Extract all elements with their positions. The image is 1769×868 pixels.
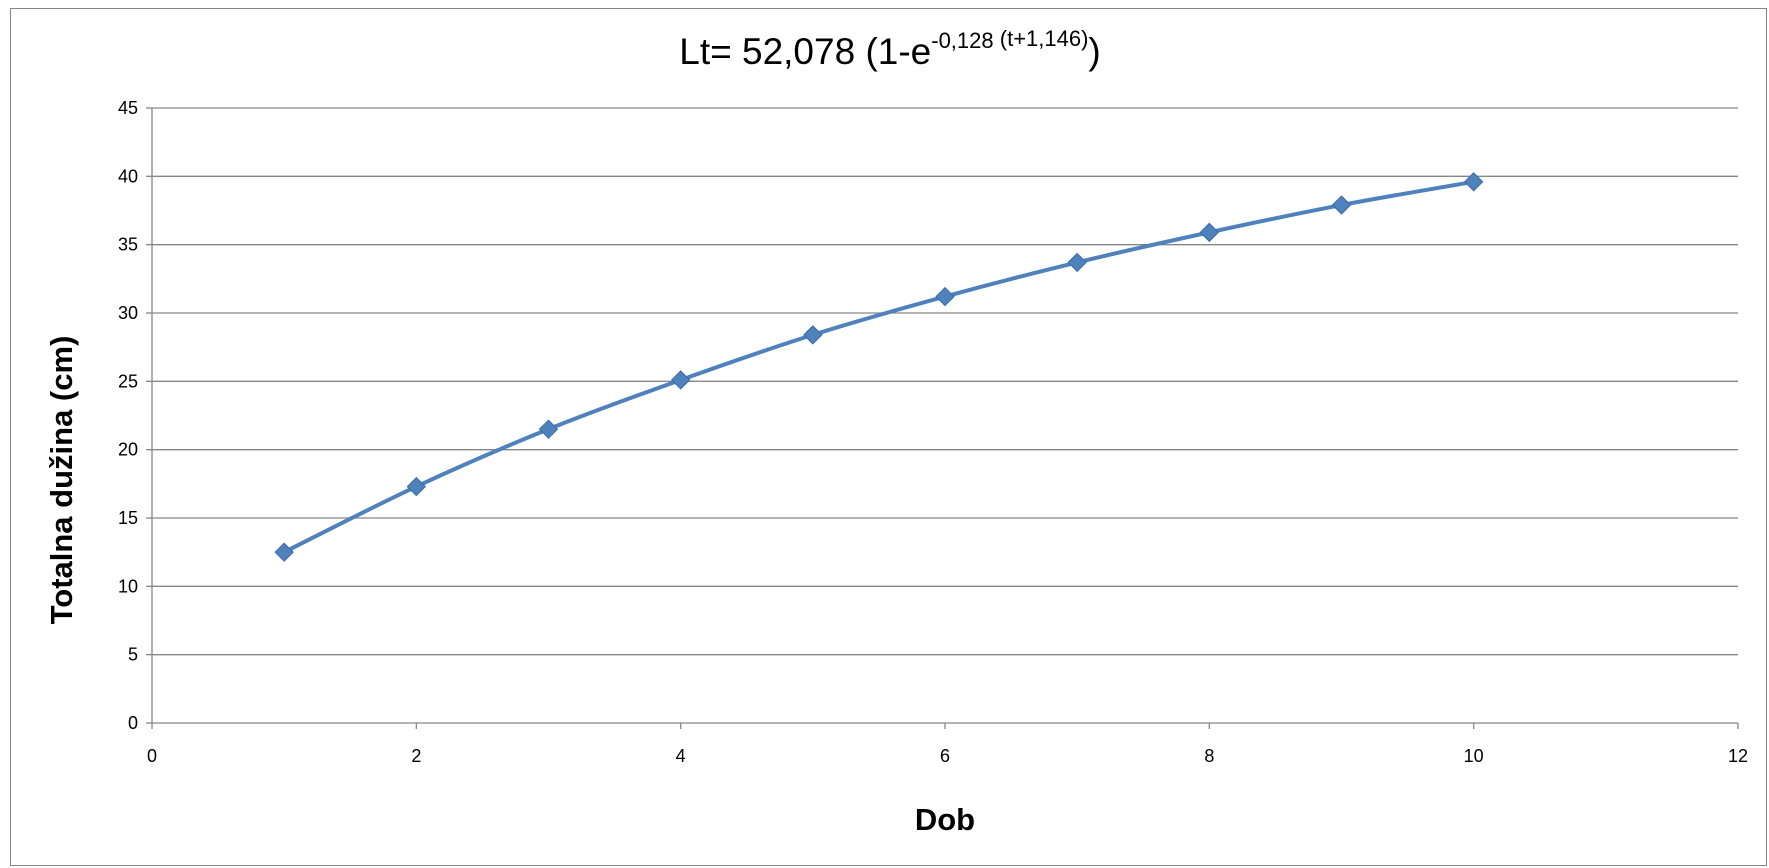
x-tick-label: 10 xyxy=(1464,746,1484,766)
x-tick-label: 2 xyxy=(411,746,421,766)
y-tick-label: 0 xyxy=(128,713,138,733)
x-tick-labels: 0 2 4 6 8 10 12 xyxy=(147,746,1748,766)
x-axis-title: Dob xyxy=(915,802,975,837)
gridlines xyxy=(152,107,1738,656)
data-point-marker xyxy=(274,542,294,562)
chart-title-superscript: -0,128 xyxy=(931,28,993,53)
chart-title: Lt= 52,078 (1-e-0,128 (t+1,146)) xyxy=(679,26,1101,72)
y-tick-label: 15 xyxy=(118,508,138,528)
chart-title-prefix: Lt= 52,078 (1-e xyxy=(679,31,931,72)
axes xyxy=(146,107,1739,729)
data-point-marker xyxy=(935,286,955,307)
y-tick-label: 40 xyxy=(118,166,138,186)
data-series xyxy=(274,172,1484,562)
y-tick-label: 10 xyxy=(118,576,138,596)
series-line xyxy=(282,179,1476,555)
data-point-marker xyxy=(1331,195,1352,215)
data-point-marker xyxy=(406,476,427,497)
x-tick-label: 8 xyxy=(1204,746,1214,766)
data-point-marker xyxy=(803,325,823,345)
data-point-marker xyxy=(1463,172,1484,192)
x-tick-label: 0 xyxy=(147,746,157,766)
x-tick-label: 12 xyxy=(1728,746,1748,766)
data-point-marker xyxy=(1067,252,1087,273)
y-tick-label: 25 xyxy=(118,371,138,391)
data-point-marker xyxy=(538,419,559,439)
chart-title-suffix: ) xyxy=(1088,31,1100,72)
chart-title-superscript-paren: (t+1,146) xyxy=(994,26,1089,51)
y-tick-label: 20 xyxy=(118,440,138,460)
y-tick-label: 35 xyxy=(118,235,138,255)
y-tick-label: 45 xyxy=(118,98,138,118)
y-tick-label: 30 xyxy=(118,303,138,323)
x-tick-label: 4 xyxy=(676,746,686,766)
y-axis-title: Totalna dužina (cm) xyxy=(44,336,79,625)
data-point-marker xyxy=(670,370,691,390)
y-tick-label: 5 xyxy=(128,645,138,665)
x-tick-label: 6 xyxy=(940,746,950,766)
y-tick-labels: 0 5 10 15 20 25 30 35 40 45 xyxy=(118,98,138,733)
data-point-marker xyxy=(1199,222,1220,243)
